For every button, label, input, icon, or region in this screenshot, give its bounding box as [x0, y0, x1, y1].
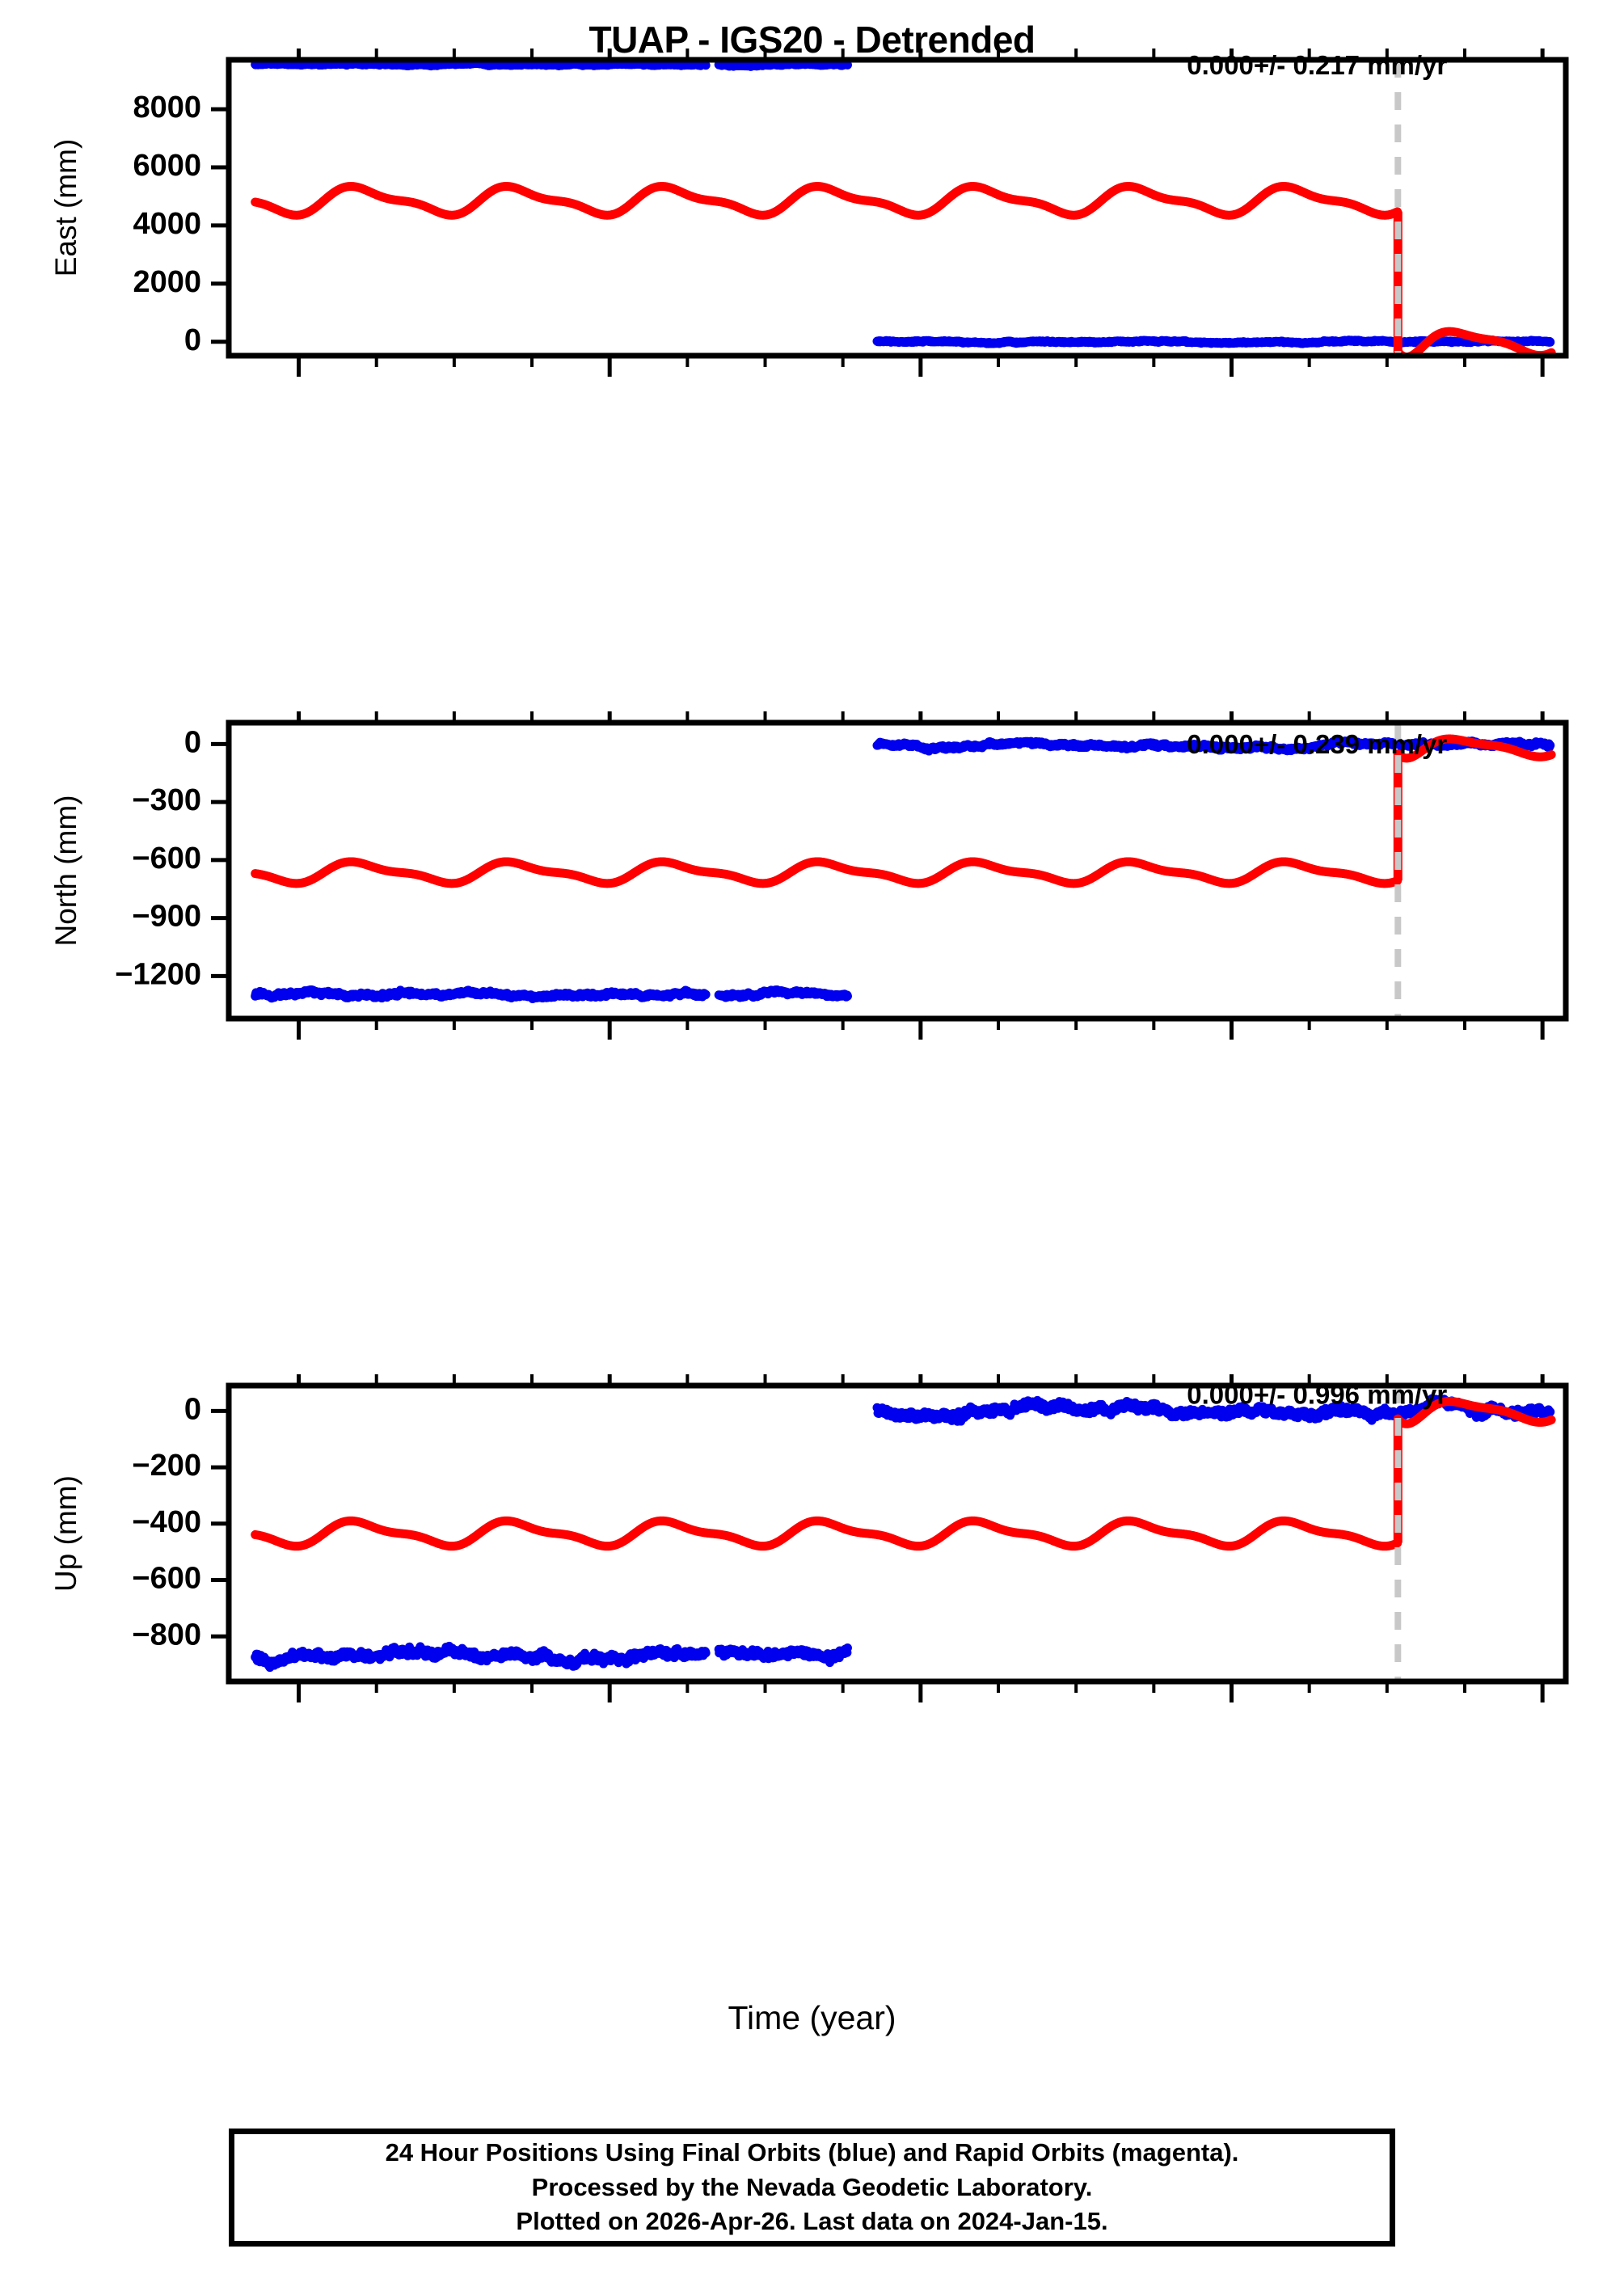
x-tick-label: 2020	[884, 386, 956, 388]
x-tick-label: 2022	[1196, 386, 1268, 388]
x-tick-label: 2016	[263, 386, 335, 388]
y-tick-label: 0	[184, 1392, 201, 1426]
x-tick-label: 2024	[1507, 1711, 1580, 1714]
y-tick-label: 0	[184, 323, 201, 357]
x-tick-label: 2018	[574, 386, 646, 388]
y-tick-label: −800	[132, 1618, 201, 1652]
caption-box: 24 Hour Positions Using Final Orbits (bl…	[229, 2129, 1395, 2247]
y-axis-label: North (mm)	[49, 795, 82, 946]
caption-line-1: 24 Hour Positions Using Final Orbits (bl…	[385, 2137, 1239, 2167]
x-tick-label: 2020	[884, 1711, 956, 1714]
east-plot-svg: 0 2000 4000 6000 8000 2016 2018 2020 2022 2024 Eas…	[49, 49, 1580, 388]
y-tick-label: −900	[132, 900, 201, 934]
y-axis-label: Up (mm)	[49, 1475, 82, 1592]
x-axis-label: Time (year)	[728, 1999, 896, 2036]
page-title: TUAP - IGS20 - Detrended	[588, 19, 1036, 61]
panel-up: 0 −200 −400 −600 −800 2016 2018 2020 2022 2024 Up …	[0, 1374, 1624, 1714]
y-tick-label: 0	[184, 725, 201, 759]
y-axis-label: East (mm)	[49, 139, 82, 277]
panel-east: 0 2000 4000 6000 8000 2016 2018 2020 2022 2024 Eas…	[0, 49, 1624, 388]
north-plot-svg: 0 −300 −600 −900 −1200 2016 2018 2020 2022 2024 No…	[49, 711, 1580, 1051]
x-tick-label: 2022	[1196, 1711, 1268, 1714]
caption-line-3: Plotted on 2026-Apr-26. Last data on 202…	[516, 2207, 1108, 2236]
y-tick-label: 4000	[133, 207, 201, 241]
caption-line-2: Processed by the Nevada Geodetic Laborat…	[531, 2172, 1093, 2201]
rate-annotation: 0.000+/- 0.217 mm/yr	[1187, 50, 1447, 80]
rate-annotation: 0.000+/- 0.996 mm/yr	[1187, 1380, 1447, 1410]
y-tick-label: −200	[132, 1449, 201, 1483]
x-tick-label: 2024	[1507, 386, 1580, 388]
x-tick-label: 2018	[574, 1711, 646, 1714]
y-tick-label: −400	[132, 1505, 201, 1539]
x-tick-label: 2024	[1507, 1048, 1580, 1051]
panel-north: 0 −300 −600 −900 −1200 2016 2018 2020 2022 2024 No…	[0, 711, 1624, 1051]
y-tick-label: −1200	[115, 957, 201, 991]
y-tick-label: 8000	[133, 91, 201, 124]
y-tick-label: −300	[132, 783, 201, 817]
up-plot-svg: 0 −200 −400 −600 −800 2016 2018 2020 2022 2024 Up …	[49, 1374, 1580, 1714]
x-tick-label: 2022	[1196, 1048, 1268, 1051]
y-tick-label: −600	[132, 842, 201, 875]
x-tick-label: 2016	[263, 1711, 335, 1714]
y-tick-label: 6000	[133, 149, 201, 183]
x-tick-label: 2016	[263, 1048, 335, 1051]
y-tick-label: 2000	[133, 265, 201, 299]
y-tick-label: −600	[132, 1562, 201, 1596]
x-tick-label: 2018	[574, 1048, 646, 1051]
rate-annotation: 0.000+/- 0.239 mm/yr	[1187, 729, 1447, 759]
x-tick-label: 2020	[884, 1048, 956, 1051]
